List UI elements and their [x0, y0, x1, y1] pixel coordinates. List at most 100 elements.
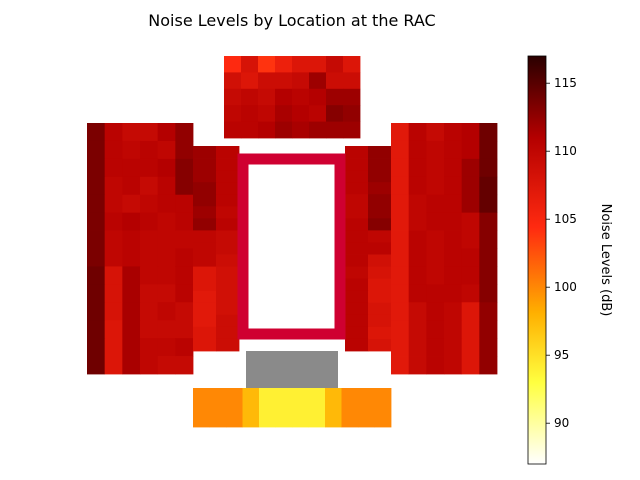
colorbar — [527, 55, 547, 465]
heatmap-cell — [444, 284, 463, 303]
heatmap-cell — [140, 248, 159, 267]
heatmap-cell — [87, 123, 106, 142]
heatmap-cell — [391, 230, 410, 249]
heatmap-cell — [343, 121, 361, 139]
heatmap-cell — [241, 121, 259, 139]
heatmap-cell — [157, 284, 176, 303]
heatmap-cell — [224, 121, 242, 139]
heatmap-cell — [122, 158, 141, 178]
heatmap-cell — [193, 170, 217, 183]
heatmap-cell — [122, 248, 141, 267]
heatmap-cell — [292, 88, 310, 106]
heatmap-cell — [157, 230, 176, 249]
heatmap-cell — [444, 230, 463, 249]
heatmap-cell — [226, 388, 243, 428]
heatmap-cell — [345, 278, 369, 292]
heatmap-cell — [175, 194, 194, 214]
heatmap-cell — [479, 176, 498, 196]
heatmap-cell — [391, 302, 410, 321]
heatmap-cell — [343, 105, 361, 122]
heatmap-cell — [104, 266, 123, 285]
heatmap-cell — [368, 302, 392, 316]
heatmap-cell — [408, 194, 427, 214]
heatmap-cell — [444, 194, 463, 214]
heatmap-cell — [292, 388, 309, 428]
heatmap-cell — [140, 212, 159, 231]
heatmap-cell — [461, 194, 480, 214]
heatmap-cell — [193, 218, 217, 231]
heatmap-cell — [444, 212, 463, 231]
heatmap-cell — [175, 176, 194, 196]
heatmap-cell — [193, 158, 217, 171]
heatmap-cell — [408, 123, 427, 142]
heatmap-cell — [157, 158, 176, 178]
heatmap-cell — [104, 338, 123, 357]
heatmap-cell — [368, 278, 392, 292]
heatmap-cell — [408, 284, 427, 303]
heatmap-cell — [122, 284, 141, 303]
heatmap-cell — [193, 278, 217, 292]
heatmap-cell — [175, 158, 194, 178]
heatmap-cell — [275, 88, 293, 106]
heatmap-cell — [104, 158, 123, 178]
heatmap-cell — [479, 140, 498, 160]
heatmap-cell — [175, 302, 194, 321]
heatmap-cell — [345, 266, 369, 280]
heatmap-cell — [408, 356, 427, 375]
heatmap-cell — [241, 105, 259, 122]
heatmap-cell — [426, 140, 445, 160]
heatmap-cell — [345, 338, 369, 352]
heatmap-cell — [175, 320, 194, 339]
heatmap-cell — [292, 72, 310, 90]
heatmap-cell — [87, 302, 106, 321]
heatmap-cell — [122, 230, 141, 249]
heatmap-cell — [326, 121, 344, 139]
heatmap-cell — [275, 72, 293, 90]
heatmap-cell — [368, 158, 392, 171]
heatmap-cell — [461, 338, 480, 357]
heatmap-cell — [175, 266, 194, 285]
heatmap-cell — [343, 56, 361, 73]
heatmap-cell — [408, 140, 427, 160]
heatmap-cell — [345, 302, 369, 316]
heatmap-cell — [479, 320, 498, 339]
heatmap-cell — [157, 338, 176, 357]
heatmap-cell — [258, 105, 276, 122]
colorbar-tick-label: 110 — [554, 144, 577, 158]
heatmap-cell — [345, 254, 369, 267]
heatmap-cell — [345, 218, 369, 231]
heatmap-cell — [122, 320, 141, 339]
heatmap-cell — [326, 105, 344, 122]
heatmap-cell — [175, 356, 194, 375]
heatmap-cell — [216, 206, 240, 219]
heatmap-cell — [345, 206, 369, 219]
heatmap-cell — [426, 356, 445, 375]
heatmap-cell — [193, 302, 217, 316]
heatmap-cell — [309, 105, 327, 122]
heatmap-cell — [479, 230, 498, 249]
heatmap-cell — [345, 230, 369, 243]
heatmap-cell — [104, 176, 123, 196]
heatmap-cell — [461, 266, 480, 285]
heatmap-cell — [408, 320, 427, 339]
heatmap-cell — [258, 88, 276, 106]
heatmap-cell — [461, 302, 480, 321]
heatmap-cell — [175, 140, 194, 160]
heatmap-cell — [326, 72, 344, 90]
heatmap-cell — [368, 194, 392, 207]
heatmap-cell — [426, 284, 445, 303]
building-ring — [237, 153, 346, 340]
heatmap-cell — [193, 146, 217, 159]
heatmap-cell — [444, 123, 463, 142]
colorbar-tick-label: 105 — [554, 212, 577, 226]
heatmap-cell — [258, 56, 276, 73]
heatmap-cell — [242, 388, 260, 428]
heatmap-cell — [461, 284, 480, 303]
heatmap-cell — [292, 105, 310, 122]
colorbar-tick-label: 95 — [554, 348, 569, 362]
zone-right-outer — [391, 123, 498, 375]
heatmap-cell — [391, 176, 410, 196]
heatmap-cell — [216, 254, 240, 267]
heatmap-cell — [140, 158, 159, 178]
